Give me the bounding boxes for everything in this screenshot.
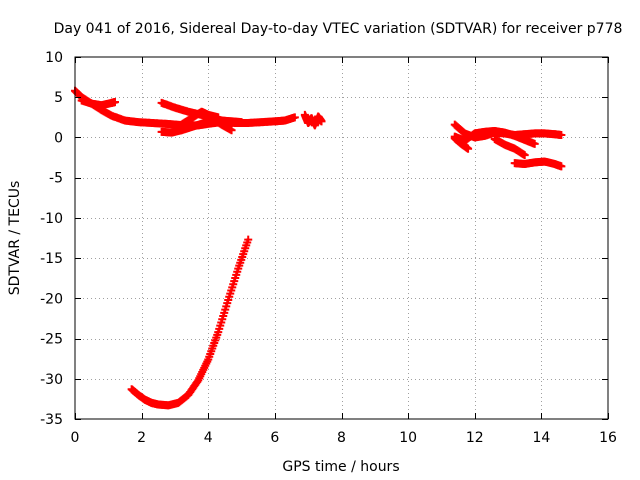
data-point (520, 151, 529, 160)
y-tick-label: -35 (40, 412, 63, 428)
y-tick-label: 5 (54, 90, 63, 106)
x-tick-label: 0 (71, 430, 80, 446)
data-point (214, 113, 223, 122)
data-point (530, 139, 539, 148)
series-arc-g (127, 235, 253, 410)
y-axis-label: SDTVAR / TECUs (7, 181, 23, 296)
series-arc-k (490, 135, 529, 160)
x-tick-label: 12 (466, 430, 484, 446)
plot-frame (74, 56, 609, 420)
x-tick-label: 16 (599, 430, 617, 446)
grid (75, 57, 608, 419)
x-tick-label: 14 (532, 430, 550, 446)
series-arc-b (77, 96, 119, 110)
data-point (227, 126, 236, 135)
series-arc-j (450, 134, 473, 153)
data-point (557, 131, 566, 140)
data-point (290, 113, 299, 122)
data-point (557, 162, 566, 171)
y-tick-label: -30 (40, 372, 63, 388)
x-tick-label: 6 (270, 430, 279, 446)
data-point (237, 118, 246, 127)
y-tick-label: -20 (40, 291, 63, 307)
data-point (110, 98, 119, 107)
series-arc-f (300, 110, 326, 130)
data-points (71, 86, 566, 410)
chart-title: Day 041 of 2016, Sidereal Day-to-day VTE… (54, 21, 623, 37)
y-tick-label: -10 (40, 211, 63, 227)
series-arc-e (177, 107, 223, 129)
y-tick-label: 10 (45, 50, 63, 66)
ticks: 0 2 4 6 8 10 12 14 16 10 5 0 -5 -10 -15 -20 -25 -30 -35 (40, 50, 617, 446)
data-point (317, 117, 326, 126)
x-tick-label: 4 (204, 430, 213, 446)
y-tick-label: -25 (40, 332, 63, 348)
series-arc-l (510, 157, 566, 171)
x-tick-label: 10 (399, 430, 417, 446)
x-tick-label: 2 (137, 430, 146, 446)
data-point (464, 144, 473, 153)
x-axis-label: GPS time / hours (282, 459, 399, 475)
y-tick-label: -5 (49, 171, 63, 187)
y-tick-label: -15 (40, 251, 63, 267)
x-tick-label: 8 (337, 430, 346, 446)
y-tick-label: 0 (54, 130, 63, 146)
data-point (244, 235, 253, 244)
